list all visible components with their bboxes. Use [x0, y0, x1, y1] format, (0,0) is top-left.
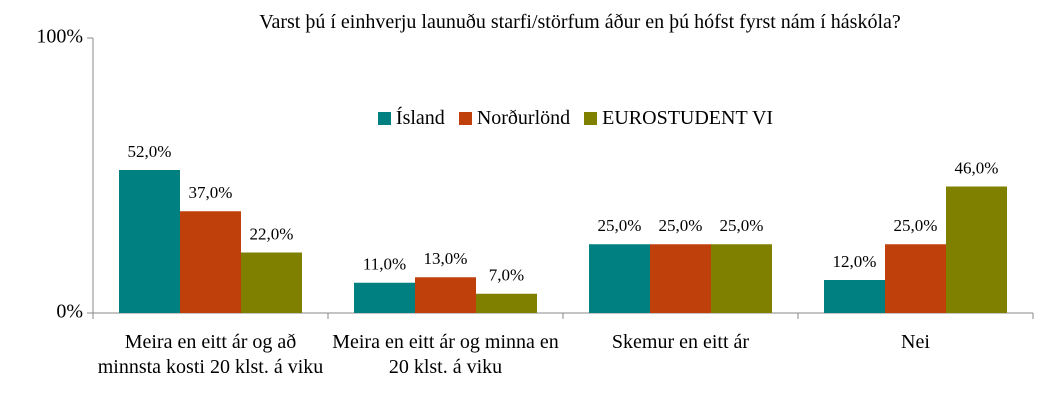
- value-label: 37,0%: [189, 183, 233, 202]
- value-label: 52,0%: [128, 142, 172, 161]
- chart-title: Varst þú í einhverju launuðu starfi/stör…: [259, 11, 901, 33]
- legend-item: Ísland: [377, 107, 445, 130]
- legend: Ísland Norðurlönd EUROSTUDENT VI: [0, 107, 1051, 130]
- legend-swatch: [584, 112, 598, 125]
- legend-swatch: [377, 112, 391, 125]
- value-label: 12,0%: [833, 252, 877, 271]
- value-label: 46,0%: [955, 158, 999, 177]
- bar: [885, 244, 946, 313]
- bar: [180, 211, 241, 313]
- legend-item: EUROSTUDENT VI: [584, 107, 773, 130]
- legend-item: Norðurlönd: [458, 107, 571, 130]
- legend-label: Norðurlönd: [476, 107, 571, 129]
- bar: [711, 244, 772, 313]
- y-tick-label: 100%: [36, 26, 83, 48]
- value-label: 22,0%: [250, 224, 294, 243]
- x-tick-label: Skemur en eitt ár: [611, 331, 750, 353]
- bar: [241, 252, 302, 313]
- bar: [824, 280, 885, 313]
- bar: [650, 244, 711, 313]
- bar: [415, 277, 476, 313]
- value-label: 13,0%: [424, 249, 468, 268]
- bar: [589, 244, 650, 313]
- bar: [354, 282, 415, 313]
- value-label: 25,0%: [598, 216, 642, 235]
- x-tick-label: Meira en eitt ár og að minnsta kosti 20 …: [97, 331, 324, 378]
- bar: [946, 186, 1007, 313]
- value-label: 25,0%: [659, 216, 703, 235]
- value-label: 7,0%: [489, 266, 524, 285]
- legend-label: EUROSTUDENT VI: [602, 107, 774, 129]
- bar: [476, 293, 537, 313]
- y-tick-label: 0%: [56, 301, 83, 323]
- value-label: 25,0%: [894, 216, 938, 235]
- value-label: 25,0%: [720, 216, 764, 235]
- bar: [119, 170, 180, 313]
- legend-label: Ísland: [395, 107, 445, 129]
- x-tick-label: Meira en eitt ár og minna en 20 klst. á …: [332, 331, 559, 378]
- legend-swatch: [458, 112, 472, 125]
- value-label: 11,0%: [363, 255, 406, 274]
- x-tick-label: Nei: [901, 331, 930, 353]
